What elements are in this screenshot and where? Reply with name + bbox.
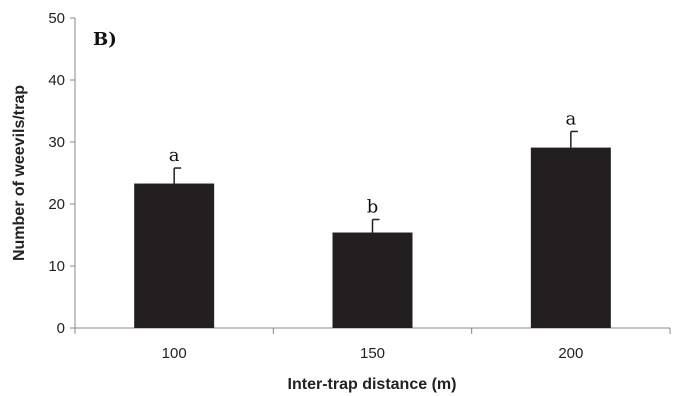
x-tick-label: 100 xyxy=(162,345,187,362)
y-tick-label: 10 xyxy=(48,258,65,275)
panel-label: B) xyxy=(93,29,117,50)
significance-letter: b xyxy=(367,197,379,218)
x-tick-label: 150 xyxy=(360,345,385,362)
y-tick-label: 40 xyxy=(48,72,65,89)
y-tick-label: 0 xyxy=(57,320,65,337)
bar xyxy=(134,183,215,328)
bar xyxy=(530,147,611,328)
x-tick-label: 200 xyxy=(558,345,583,362)
y-axis: 0 10 20 30 40 50 xyxy=(48,10,76,337)
y-axis-title: Number of weevils/trap xyxy=(11,85,28,261)
y-tick-label: 30 xyxy=(48,134,65,151)
significance-letter: a xyxy=(169,145,180,166)
y-tick-label: 20 xyxy=(48,196,65,213)
bar xyxy=(332,232,413,328)
significance-letter: a xyxy=(565,108,576,129)
x-axis-title: Inter-trap distance (m) xyxy=(288,376,457,393)
y-tick-label: 50 xyxy=(48,10,65,27)
bars-group: a b a xyxy=(134,108,611,328)
x-axis: 100 150 200 xyxy=(74,327,671,362)
